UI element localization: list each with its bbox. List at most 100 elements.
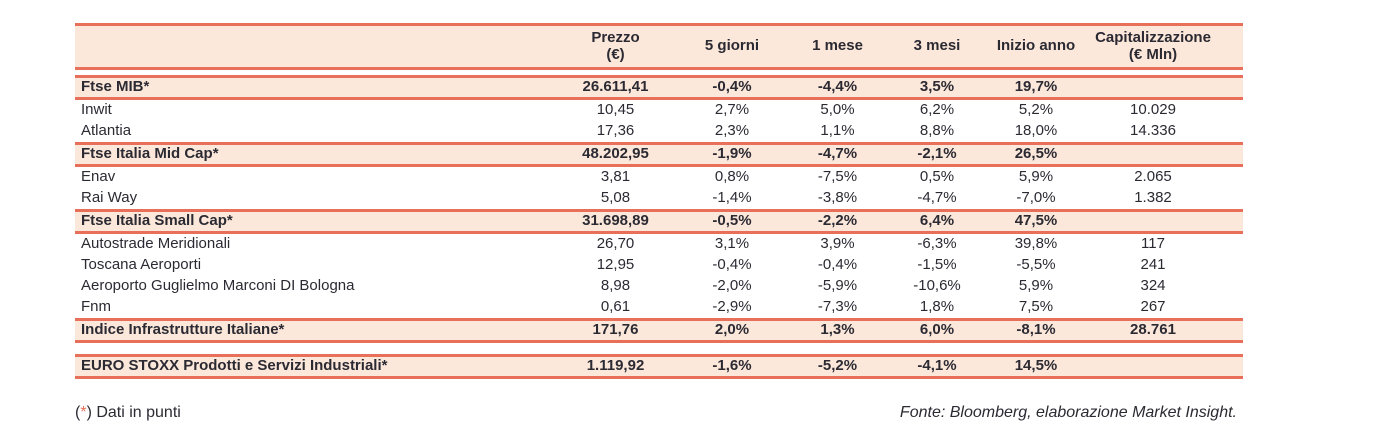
- source-attribution: Fonte: Bloomberg, elaborazione Market In…: [899, 404, 1237, 421]
- cell-d5: -1,4%: [712, 189, 752, 207]
- index-row: Ftse Italia Mid Cap* 48.202,95 -1,9% -4,7% -…: [75, 142, 1243, 167]
- cell-name: Aeroporto Guglielmo Marconi DI Bologna: [81, 277, 355, 295]
- cell-m3: 6,2%: [919, 101, 955, 119]
- index-row: Ftse MIB* 26.611,41 -0,4% -4,4% 3,5% 19,7%: [75, 75, 1243, 100]
- cell-m1: -0,4%: [817, 256, 858, 274]
- cell-prezzo: 8,98: [600, 277, 631, 295]
- cell-d5: -2,0%: [712, 277, 752, 295]
- header-cap-line1: Capitalizzazione: [1095, 29, 1211, 46]
- footnote-paren: (: [75, 404, 81, 421]
- cell-ytd: 7,5%: [1018, 298, 1054, 316]
- cell-d5: 2,7%: [714, 101, 750, 119]
- header-3-mesi: 3 mesi: [913, 37, 961, 55]
- cell-m3: -2,1%: [917, 145, 957, 163]
- cell-prezzo: 1.119,92: [586, 357, 645, 375]
- header-1-mese: 1 mese: [812, 37, 863, 55]
- cell-m1: -5,2%: [817, 357, 858, 375]
- cell-m1: -3,8%: [817, 189, 858, 207]
- header-capitalizzazione: Capitalizzazione (€ Mln): [1085, 29, 1243, 63]
- cell-ytd: 5,9%: [1018, 277, 1054, 295]
- cell-m3: -4,7%: [917, 189, 957, 207]
- cell-m3: 6,4%: [919, 212, 955, 230]
- cell-prezzo: 26,70: [596, 235, 635, 253]
- cell-d5: -0,4%: [712, 256, 752, 274]
- cell-m3: 6,0%: [919, 321, 955, 339]
- cell-d5: -1,9%: [712, 145, 752, 163]
- header-prezzo-line2: (€): [606, 45, 625, 63]
- cell-prezzo: 5,08: [600, 189, 631, 207]
- stock-row: Inwit 10,45 2,7% 5,0% 6,2% 5,2% 10.029: [75, 100, 1243, 121]
- cell-d5: 0,8%: [714, 168, 750, 186]
- footnote-dati-in-punti: (*) Dati in punti: [75, 404, 181, 422]
- cell-cap: 14.336: [1130, 122, 1176, 140]
- table-body: Ftse MIB* 26.611,41 -0,4% -4,4% 3,5% 19,7% Inw…: [75, 75, 1243, 379]
- cell-prezzo: 17,36: [596, 122, 635, 140]
- cell-name: Rai Way: [81, 189, 138, 207]
- cell-prezzo: 48.202,95: [582, 145, 649, 163]
- cell-ytd: 39,8%: [1014, 235, 1058, 253]
- stock-row: Autostrade Meridionali 26,70 3,1% 3,9% -6,3%…: [75, 234, 1243, 255]
- cell-m3: -1,5%: [917, 256, 957, 274]
- cell-m1: 1,3%: [820, 321, 855, 339]
- header-inizio-anno: Inizio anno: [996, 37, 1076, 55]
- cell-m1: -2,2%: [817, 212, 858, 230]
- cell-ytd: -5,5%: [1016, 256, 1056, 274]
- cell-name: Atlantia: [81, 122, 132, 140]
- section-gap: [75, 343, 1243, 354]
- cell-name: Ftse Italia Mid Cap*: [81, 145, 219, 163]
- header-prezzo-line1: Prezzo: [591, 29, 640, 46]
- cell-m3: 8,8%: [919, 122, 955, 140]
- cell-m3: -6,3%: [917, 235, 957, 253]
- stock-row: Toscana Aeroporti 12,95 -0,4% -0,4% -1,5% -5,…: [75, 255, 1243, 276]
- cell-name: Ftse MIB*: [81, 78, 150, 96]
- cell-prezzo: 0,61: [600, 298, 631, 316]
- header-5-giorni: 5 giorni: [704, 37, 760, 55]
- cell-name: EURO STOXX Prodotti e Servizi Industrial…: [81, 357, 388, 375]
- cell-cap: 324: [1140, 277, 1166, 295]
- cell-ytd: 5,9%: [1018, 168, 1054, 186]
- cell-d5: -0,5%: [712, 212, 752, 230]
- cell-m3: -4,1%: [917, 357, 957, 375]
- cell-prezzo: 12,95: [596, 256, 635, 274]
- cell-m1: 5,0%: [820, 101, 855, 119]
- index-row: Ftse Italia Small Cap* 31.698,89 -0,5% -2,2…: [75, 209, 1243, 234]
- cell-cap: 10.029: [1130, 101, 1176, 119]
- cell-d5: -2,9%: [712, 298, 752, 316]
- stock-row: Rai Way 5,08 -1,4% -3,8% -4,7% -7,0% 1.382: [75, 188, 1243, 209]
- cell-ytd: 18,0%: [1014, 122, 1058, 140]
- cell-m3: 3,5%: [919, 78, 955, 96]
- cell-d5: -1,6%: [712, 357, 752, 375]
- cell-m1: 3,9%: [820, 235, 855, 253]
- stock-row: Fnm 0,61 -2,9% -7,3% 1,8% 7,5% 267: [75, 297, 1243, 318]
- cell-cap: 28.761: [1130, 321, 1176, 339]
- cell-ytd: 19,7%: [1014, 78, 1058, 96]
- cell-name: Ftse Italia Small Cap*: [81, 212, 233, 230]
- cell-prezzo: 3,81: [600, 168, 631, 186]
- cell-ytd: -7,0%: [1016, 189, 1056, 207]
- cell-d5: 3,1%: [714, 235, 750, 253]
- cell-m3: 0,5%: [919, 168, 955, 186]
- cell-cap: 117: [1141, 235, 1165, 253]
- cell-name: Indice Infrastrutture Italiane*: [81, 321, 285, 339]
- cell-name: Inwit: [81, 101, 112, 119]
- cell-m1: -4,7%: [817, 145, 858, 163]
- cell-m1: -4,4%: [817, 78, 858, 96]
- cell-prezzo: 26.611,41: [582, 78, 649, 96]
- cell-ytd: 26,5%: [1014, 145, 1058, 163]
- stock-row: Aeroporto Guglielmo Marconi DI Bologna 8,…: [75, 276, 1243, 297]
- cell-prezzo: 171,76: [592, 321, 639, 339]
- cell-m1: 1,1%: [820, 122, 855, 140]
- cell-name: Autostrade Meridionali: [81, 235, 231, 253]
- stock-row: Enav 3,81 0,8% -7,5% 0,5% 5,9% 2.065: [75, 167, 1243, 188]
- cell-ytd: 5,2%: [1018, 101, 1054, 119]
- index-row: Indice Infrastrutture Italiane* 171,76 2,0…: [75, 318, 1243, 343]
- cell-name: Enav: [81, 168, 116, 186]
- cell-name: Toscana Aeroporti: [81, 256, 202, 274]
- cell-ytd: 14,5%: [1014, 357, 1058, 375]
- cell-name: Fnm: [81, 298, 111, 316]
- cell-d5: -0,4%: [712, 78, 752, 96]
- cell-m3: -10,6%: [913, 277, 961, 295]
- cell-cap: 241: [1140, 256, 1166, 274]
- cell-cap: 2.065: [1134, 168, 1172, 186]
